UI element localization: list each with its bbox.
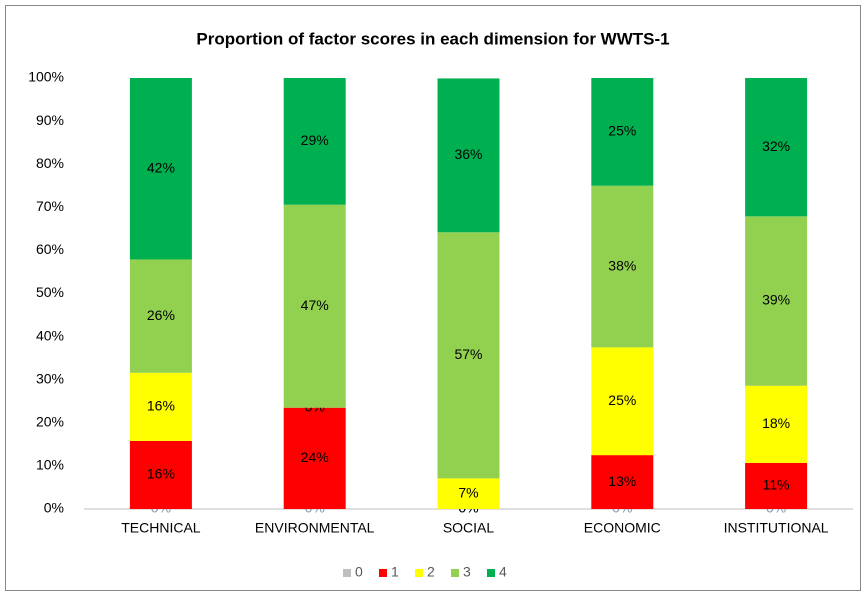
bar-segment [437, 478, 500, 509]
legend-swatch [451, 569, 459, 577]
data-label: 16% [147, 398, 175, 414]
legend-swatch [379, 569, 387, 577]
bar-segment [591, 347, 654, 456]
data-label: 57% [454, 346, 482, 362]
data-label: 13% [608, 473, 636, 489]
data-label: 25% [608, 392, 636, 408]
data-label: 18% [762, 415, 790, 431]
bar-segment [129, 372, 192, 441]
bar-segment [129, 259, 192, 373]
legend-label: 0 [355, 564, 363, 580]
y-tick-label: 40% [36, 327, 64, 343]
x-tick-label: TECHNICAL [121, 520, 201, 536]
bar-segment [591, 185, 654, 348]
y-tick-label: 10% [36, 457, 64, 473]
y-tick-label: 0% [44, 500, 64, 516]
bar-segment [745, 385, 808, 463]
data-label: 36% [454, 146, 482, 162]
y-tick-label: 90% [36, 112, 64, 128]
legend-swatch [487, 569, 495, 577]
bar-segment [591, 455, 654, 509]
y-tick-label: 30% [36, 370, 64, 386]
data-label: 39% [762, 292, 790, 308]
x-tick-label: INSTITUTIONAL [724, 520, 829, 536]
legend-label: 3 [463, 564, 471, 580]
bar-segment [283, 78, 346, 205]
y-tick-label: 80% [36, 155, 64, 171]
bar-segment [437, 232, 500, 479]
y-tick-label: 20% [36, 414, 64, 430]
bar-segment [283, 407, 346, 509]
bar-segment [129, 78, 192, 260]
bar-segment [591, 78, 654, 186]
y-tick-label: 50% [36, 284, 64, 300]
legend-label: 4 [499, 564, 507, 580]
y-tick-label: 60% [36, 241, 64, 257]
data-label: 26% [147, 307, 175, 323]
x-tick-label: SOCIAL [443, 520, 495, 536]
x-tick-label: ENVIRONMENTAL [255, 520, 375, 536]
chart-title: Proportion of factor scores in each dime… [196, 29, 669, 48]
bar-segment [129, 440, 192, 509]
bar-segment [745, 462, 808, 509]
data-label: 38% [608, 257, 636, 273]
data-label: 42% [147, 159, 175, 175]
bar-segment [745, 78, 808, 217]
x-tick-label: ECONOMIC [584, 520, 661, 536]
data-label: 25% [608, 123, 636, 139]
y-tick-label: 70% [36, 198, 64, 214]
bar-segment [745, 216, 808, 386]
data-label: 11% [763, 477, 790, 493]
data-label: 16% [147, 466, 175, 482]
legend-label: 2 [427, 564, 435, 580]
data-label: 32% [762, 138, 790, 154]
data-label: 29% [301, 132, 329, 148]
bar-segment [283, 204, 346, 408]
data-label: 24% [301, 449, 329, 465]
data-label: 7% [458, 484, 478, 500]
y-tick-label: 100% [28, 69, 64, 85]
legend-label: 1 [391, 564, 399, 580]
data-label: 47% [301, 297, 329, 313]
legend-swatch [343, 569, 351, 577]
legend-swatch [415, 569, 423, 577]
bar-segment [437, 78, 500, 233]
